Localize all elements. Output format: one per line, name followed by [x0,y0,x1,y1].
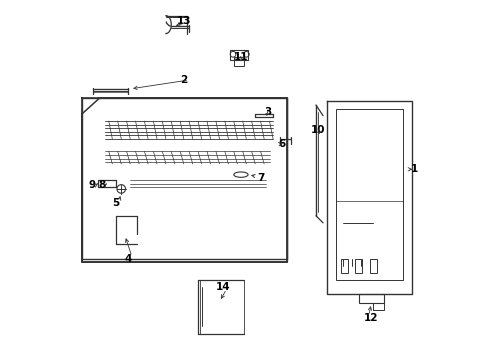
Text: 13: 13 [176,16,191,26]
Text: 7: 7 [256,173,264,183]
Text: 12: 12 [364,312,378,323]
Bar [233,57,244,66]
Text: 4: 4 [124,253,132,264]
Text: 9: 9 [88,180,95,190]
Bar [340,258,347,273]
Bar [358,294,383,303]
Text: 11: 11 [233,52,248,62]
Text: 5: 5 [112,198,119,208]
Text: 14: 14 [215,282,230,292]
Bar [372,303,383,310]
Text: 3: 3 [264,107,271,117]
Text: 1: 1 [410,164,417,174]
Text: 10: 10 [310,125,325,135]
Bar [369,258,376,273]
Text: 2: 2 [180,75,187,85]
Text: 8: 8 [98,180,105,190]
Bar [230,50,247,60]
Bar [354,258,362,273]
Bar [335,109,403,280]
Text: 6: 6 [278,139,285,149]
